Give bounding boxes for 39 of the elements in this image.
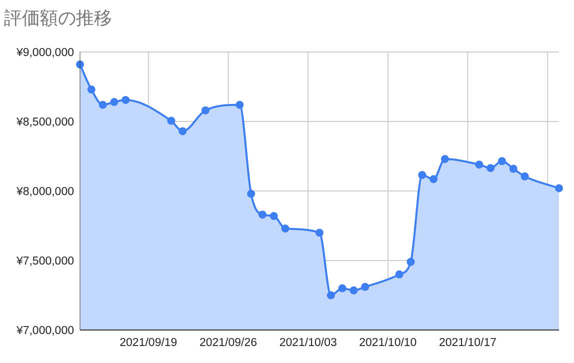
x-tick-label: 2021/10/17	[438, 337, 497, 349]
x-tick-label: 2021/09/19	[120, 337, 178, 349]
x-tick-label: 2021/10/03	[279, 337, 337, 349]
point	[509, 164, 518, 173]
point	[418, 171, 426, 180]
point	[316, 228, 324, 237]
point	[98, 100, 107, 109]
point	[475, 160, 484, 169]
y-tick-label: ¥7,500,000	[15, 256, 74, 268]
point	[281, 224, 290, 233]
point	[520, 172, 529, 180]
point	[258, 210, 266, 219]
point	[247, 190, 256, 198]
point	[498, 157, 506, 166]
point	[555, 184, 563, 192]
y-tick-label: ¥9,000,000	[15, 47, 74, 59]
chart-title: 評価額の推移	[4, 8, 112, 28]
point	[178, 127, 187, 136]
point	[167, 116, 176, 125]
point	[326, 291, 335, 300]
point	[201, 106, 210, 114]
point	[350, 286, 358, 294]
y-tick-label: ¥7,000,000	[15, 325, 74, 337]
point	[270, 212, 278, 220]
point	[122, 96, 130, 104]
point	[338, 284, 346, 292]
point	[395, 270, 404, 278]
x-tick-label: 2021/10/10	[359, 337, 417, 349]
point	[406, 258, 415, 266]
point	[87, 86, 96, 94]
y-tick-label: ¥8,500,000	[15, 116, 74, 128]
x-tick-label: 2021/09/26	[199, 337, 258, 349]
point	[361, 282, 370, 291]
point	[236, 100, 244, 109]
point	[486, 164, 495, 172]
point	[440, 155, 449, 164]
y-tick-label: ¥8,000,000	[15, 186, 74, 198]
point	[110, 98, 118, 106]
point	[430, 175, 438, 184]
